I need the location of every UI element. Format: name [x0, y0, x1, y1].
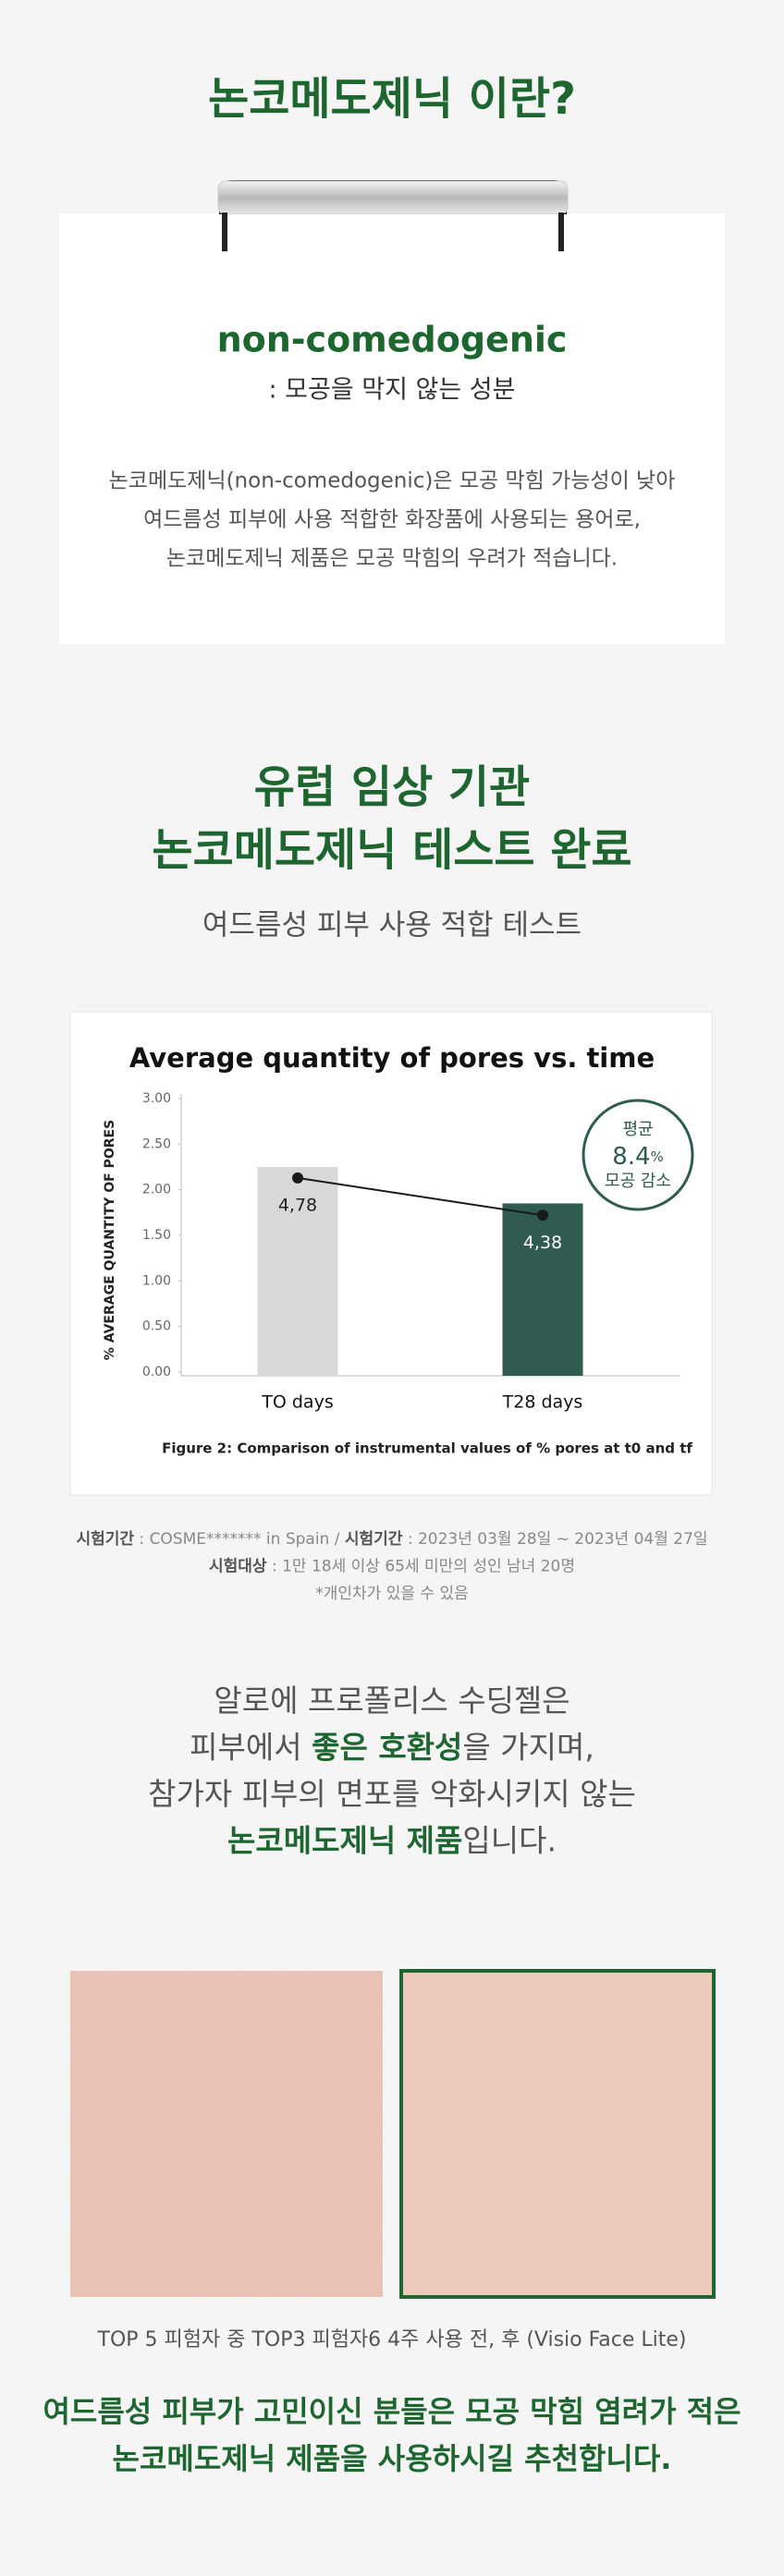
- segment: 8.4: [612, 1143, 650, 1171]
- closing: 여드름성 피부가 고민이신 분들은 모공 막힘 염려가 적은: [43, 2394, 741, 2429]
- paragraph-line: 여드름성 피부에 사용 적합한 화장품에 사용되는 용어로,: [143, 508, 641, 532]
- chart-caption: Figure 2: Comparison of instrumental val…: [162, 1440, 692, 1457]
- intro-term: non-comedogenic: [217, 320, 568, 360]
- rich-line: 참가자 피부의 면포를 악화시키지 않는: [148, 1776, 636, 1812]
- annotation: 4,38: [523, 1233, 562, 1253]
- chart: Average quantity of pores vs. time % AVER…: [103, 1042, 694, 1457]
- x-tick-label: TO days: [261, 1392, 333, 1413]
- clip-leg: [558, 213, 564, 251]
- intro-definition: : 모공을 막지 않는 성분: [269, 376, 516, 405]
- rich-line: 피부에서 좋은 호환성을 가지며,: [190, 1729, 594, 1765]
- closing: 논코메도제닉 제품을 사용하시길 추천합니다.: [113, 2441, 672, 2476]
- badge-top: 평균: [622, 1120, 653, 1139]
- badge-bottom: 모공 감소: [605, 1172, 671, 1191]
- rich-line: 논코메도제닉 제품입니다.: [227, 1822, 557, 1858]
- chart-box: [69, 1011, 713, 1496]
- y-tick-label: 0.00: [142, 1365, 171, 1379]
- bar: [257, 1167, 338, 1376]
- test-subtitle: 여드름성 피부 사용 적합 테스트: [202, 909, 582, 942]
- clip-leg: [222, 213, 227, 251]
- y-axis-label: % AVERAGE QUANTITY OF PORES: [103, 1120, 117, 1360]
- rich-line: *개인차가 있을 수 있음: [315, 1585, 468, 1603]
- segment: 을 가지며,: [462, 1729, 594, 1765]
- segment: : 1만 18세 이상 65세 미만의 성인 남녀 20명: [267, 1558, 575, 1576]
- segment: : COSME******* in Spain /: [134, 1530, 345, 1549]
- line-point: [537, 1209, 548, 1221]
- badge: [582, 1099, 694, 1211]
- segment: 시험기간: [345, 1529, 403, 1549]
- footnote: 시험기간 : COSME******* in Spain / 시험기간 : 20…: [76, 1529, 707, 1603]
- segment: 입니다.: [462, 1822, 557, 1858]
- rich-line: 시험대상 : 1만 18세 이상 65세 미만의 성인 남녀 20명: [209, 1557, 575, 1576]
- test-title: 논코메도제닉 테스트 완료: [152, 824, 631, 876]
- segment: 좋은 호환성: [312, 1729, 462, 1765]
- y-tick-label: 0.50: [142, 1319, 171, 1334]
- bar: [502, 1203, 583, 1376]
- intro-paragraph: 논코메도제닉(non-comedogenic)은 모공 막힘 가능성이 낮아여드…: [109, 469, 676, 571]
- x-tick-label: T28 days: [502, 1392, 583, 1413]
- line: [297, 1176, 544, 1217]
- segment: *개인차가 있을 수 있음: [315, 1585, 468, 1603]
- paragraph-line: 논코메도제닉(non-comedogenic)은 모공 막힘 가능성이 낮아: [109, 469, 676, 493]
- test-title: 유럽 임상 기관: [254, 761, 530, 813]
- paragraph-line: 논코메도제닉 제품은 모공 막힘의 우려가 적습니다.: [166, 547, 618, 571]
- photo-texture: [401, 1971, 714, 2297]
- rich-line: 시험기간 : COSME******* in Spain / 시험기간 : 20…: [76, 1529, 707, 1549]
- card-top: [59, 214, 725, 255]
- y-tick-label: 1.00: [142, 1273, 171, 1288]
- intro-title: 논코메도제닉 이란?: [208, 73, 576, 125]
- photo-texture: [70, 1971, 383, 2297]
- y-tick-label: 3.00: [142, 1091, 171, 1106]
- photo-caption: TOP 5 피험자 중 TOP3 피험자6 4주 사용 전, 후 (Visio …: [97, 2328, 687, 2351]
- line-point: [292, 1172, 303, 1184]
- rich-line: 알로에 프로폴리스 수딩젤은: [214, 1683, 570, 1719]
- rich-line: 8.4%: [612, 1143, 664, 1171]
- chart-title: Average quantity of pores vs. time: [129, 1042, 655, 1074]
- segment: 논코메도제닉 제품: [227, 1822, 462, 1858]
- segment: 피부에서: [190, 1729, 312, 1765]
- intro-card: [59, 213, 725, 644]
- segment: 알로에 프로폴리스 수딩젤은: [214, 1683, 570, 1719]
- segment: 시험대상: [209, 1557, 267, 1576]
- segment: 시험기간: [76, 1529, 134, 1549]
- photo-frame: [399, 1969, 716, 2299]
- annotation: 4,78: [278, 1195, 317, 1215]
- segment: : 2023년 03월 28일 ~ 2023년 04월 27일: [402, 1530, 707, 1549]
- segment: 참가자 피부의 면포를 악화시키지 않는: [148, 1776, 636, 1812]
- y-tick-label: 2.00: [142, 1183, 171, 1197]
- y-tick-label: 2.50: [142, 1136, 171, 1151]
- segment: %: [651, 1148, 664, 1165]
- clip: [217, 180, 569, 215]
- y-tick-label: 1.50: [142, 1228, 171, 1243]
